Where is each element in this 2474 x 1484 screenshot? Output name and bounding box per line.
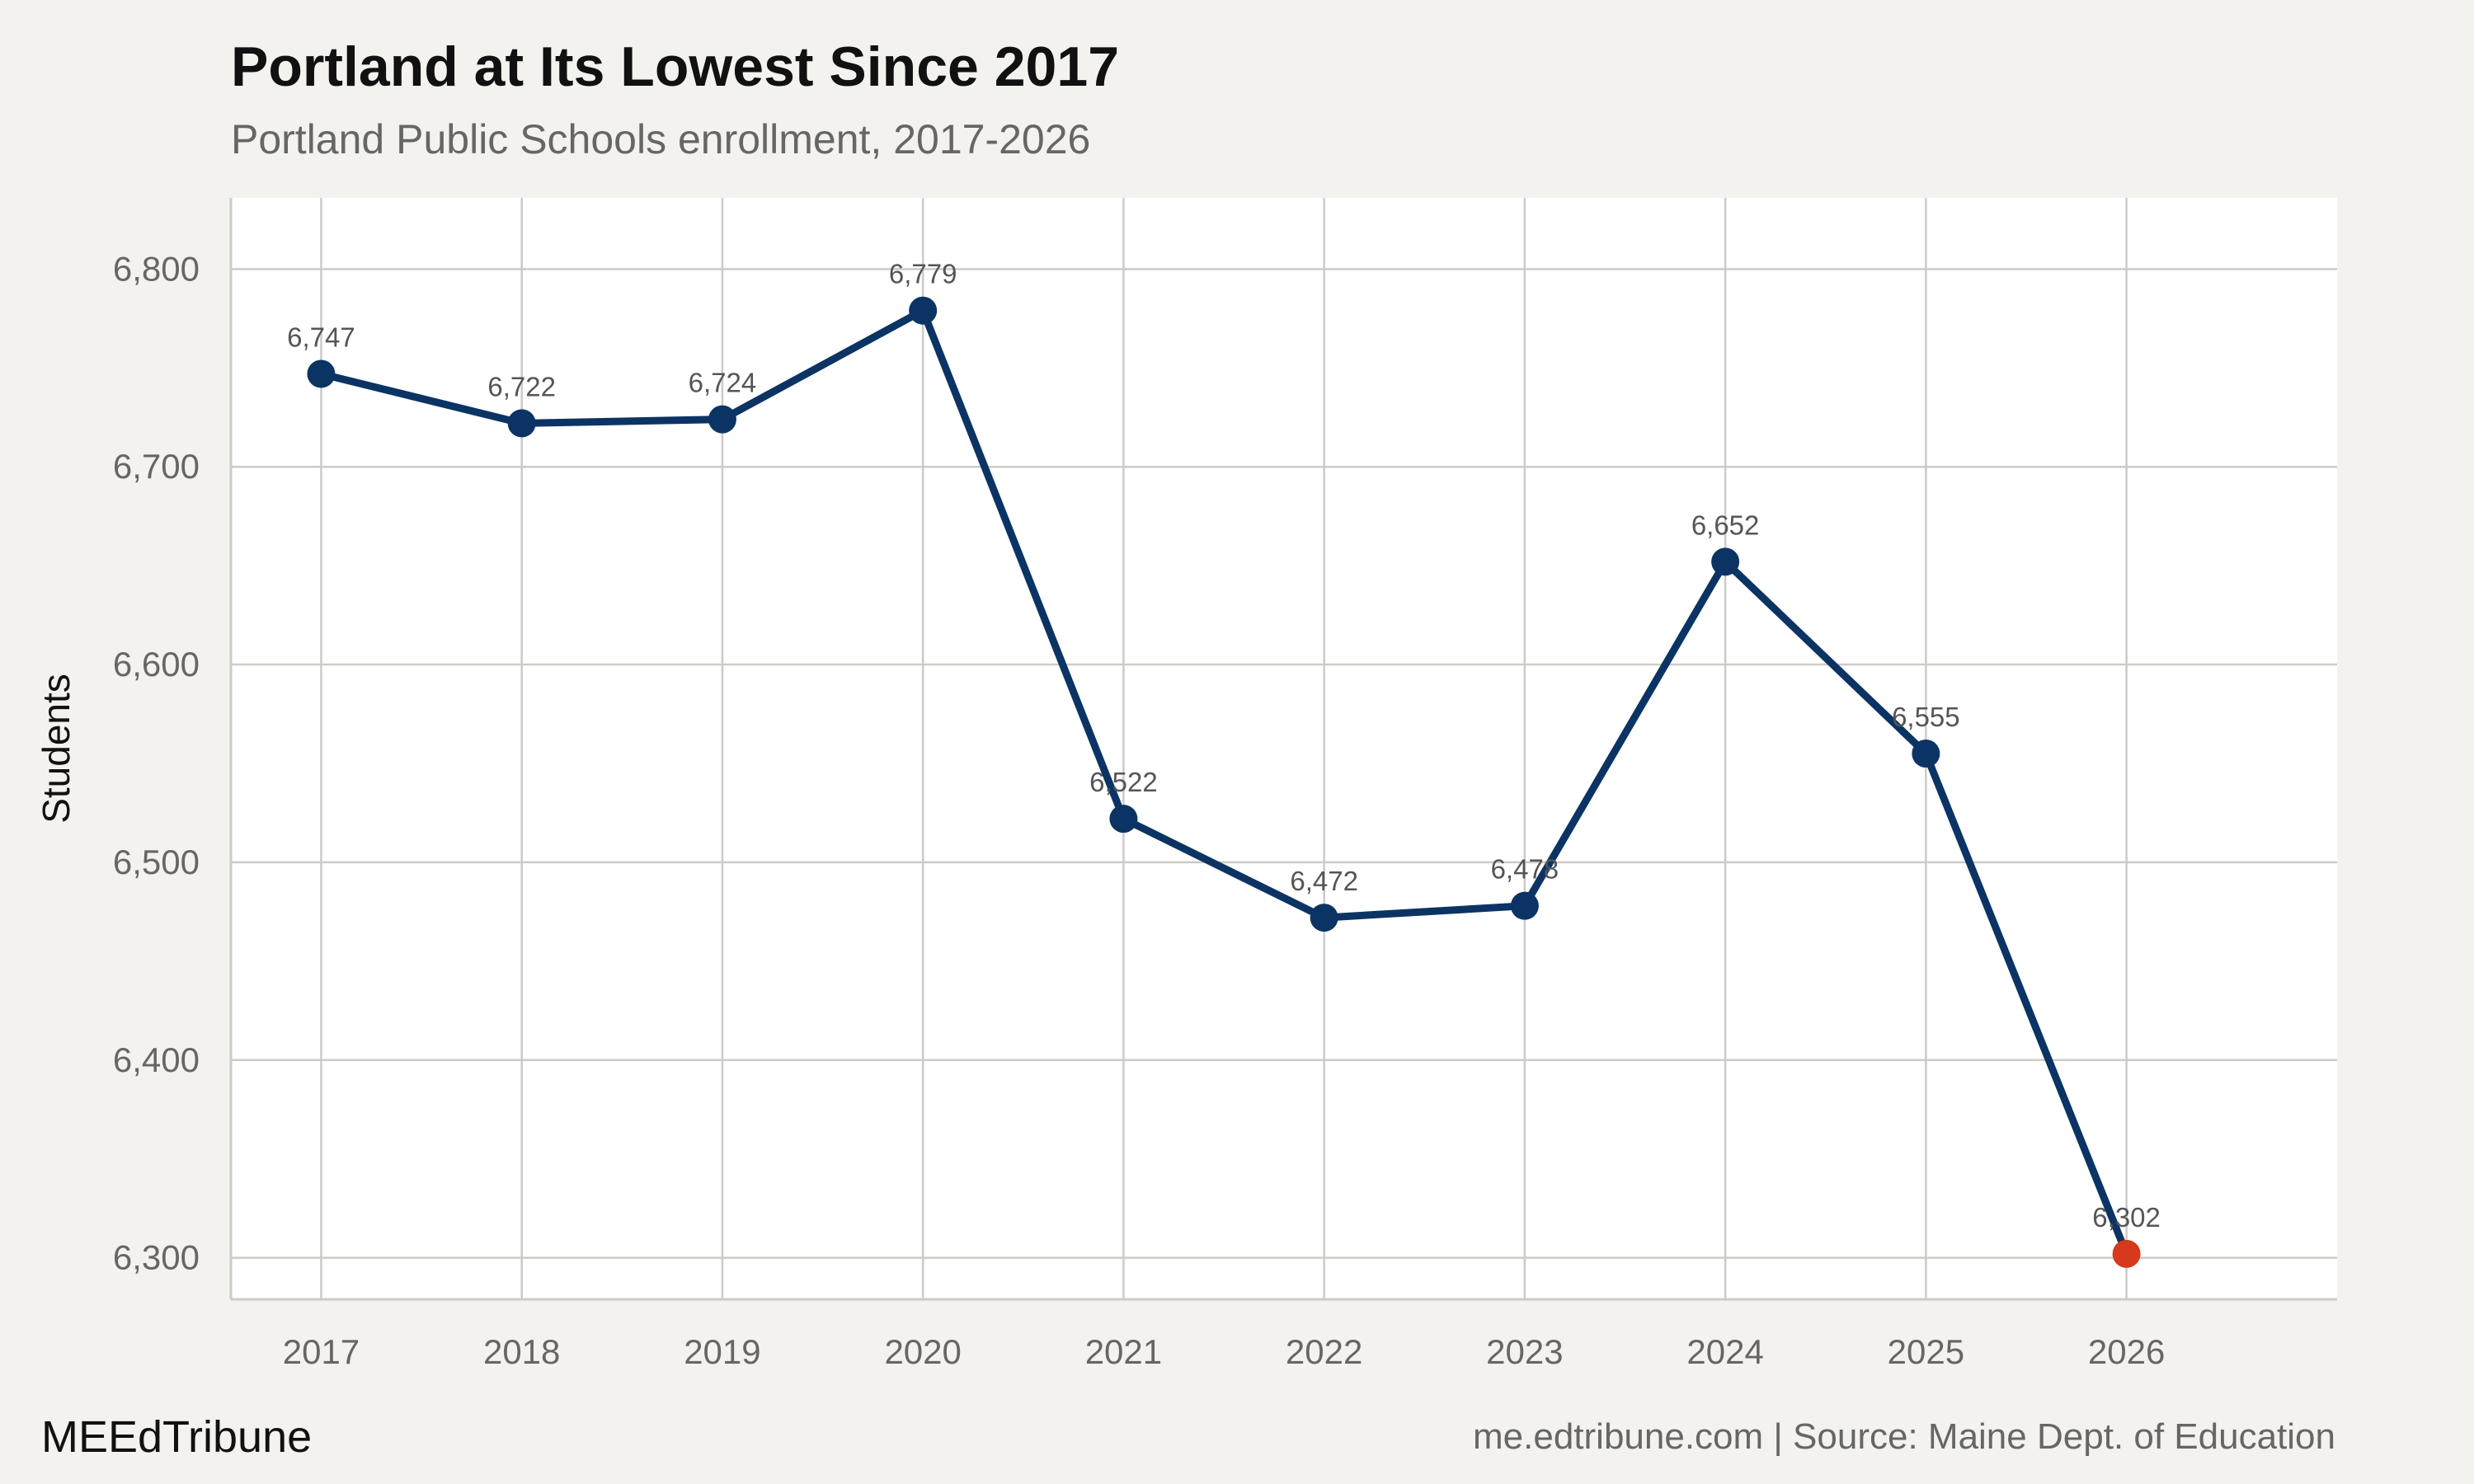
y-tick-label: 6,400 bbox=[113, 1040, 200, 1079]
data-label: 6,652 bbox=[1691, 510, 1760, 540]
y-axis-title: Students bbox=[35, 674, 78, 824]
plot-panel bbox=[231, 198, 2337, 1299]
source-credit: me.edtribune.com | Source: Maine Dept. o… bbox=[1473, 1416, 2335, 1457]
x-tick-label: 2023 bbox=[1486, 1332, 1563, 1371]
x-tick-label: 2021 bbox=[1085, 1332, 1162, 1371]
data-label: 6,478 bbox=[1491, 854, 1559, 885]
data-point bbox=[1912, 739, 1940, 768]
data-label: 6,722 bbox=[487, 371, 556, 402]
chart-subtitle: Portland Public Schools enrollment, 2017… bbox=[231, 116, 1091, 162]
data-label: 6,522 bbox=[1089, 767, 1158, 797]
data-point bbox=[1510, 891, 1539, 920]
data-point bbox=[507, 409, 536, 438]
y-tick-label: 6,500 bbox=[113, 843, 200, 881]
x-tick-label: 2020 bbox=[884, 1332, 961, 1371]
series-line bbox=[317, 307, 2131, 1258]
y-tick-label: 6,700 bbox=[113, 447, 200, 486]
data-label: 6,779 bbox=[889, 259, 957, 289]
data-label: 6,555 bbox=[1892, 702, 1960, 732]
brand-logo-text: MEEdTribune bbox=[41, 1412, 313, 1462]
x-tick-label: 2024 bbox=[1686, 1332, 1763, 1371]
data-label: 6,302 bbox=[2092, 1202, 2161, 1233]
x-tick-label: 2025 bbox=[1888, 1332, 1964, 1371]
data-point bbox=[1109, 805, 1138, 834]
x-tick-label: 2017 bbox=[283, 1332, 360, 1371]
highlight-data-point bbox=[2112, 1239, 2141, 1268]
data-label: 6,747 bbox=[287, 322, 355, 352]
x-tick-label: 2026 bbox=[2088, 1332, 2165, 1371]
y-tick-label: 6,800 bbox=[113, 249, 200, 288]
data-point bbox=[909, 296, 938, 325]
data-point bbox=[307, 359, 336, 388]
chart-title: Portland at Its Lowest Since 2017 bbox=[231, 35, 1120, 98]
data-point bbox=[1711, 547, 1740, 576]
x-tick-label: 2018 bbox=[483, 1332, 560, 1371]
data-point bbox=[708, 405, 736, 434]
y-tick-label: 6,600 bbox=[113, 645, 200, 683]
data-label: 6,724 bbox=[689, 368, 757, 398]
x-tick-label: 2022 bbox=[1286, 1332, 1362, 1371]
data-label: 6,472 bbox=[1290, 866, 1358, 896]
y-tick-label: 6,300 bbox=[113, 1238, 200, 1277]
x-tick-label: 2019 bbox=[684, 1332, 760, 1371]
data-point bbox=[1310, 904, 1338, 932]
